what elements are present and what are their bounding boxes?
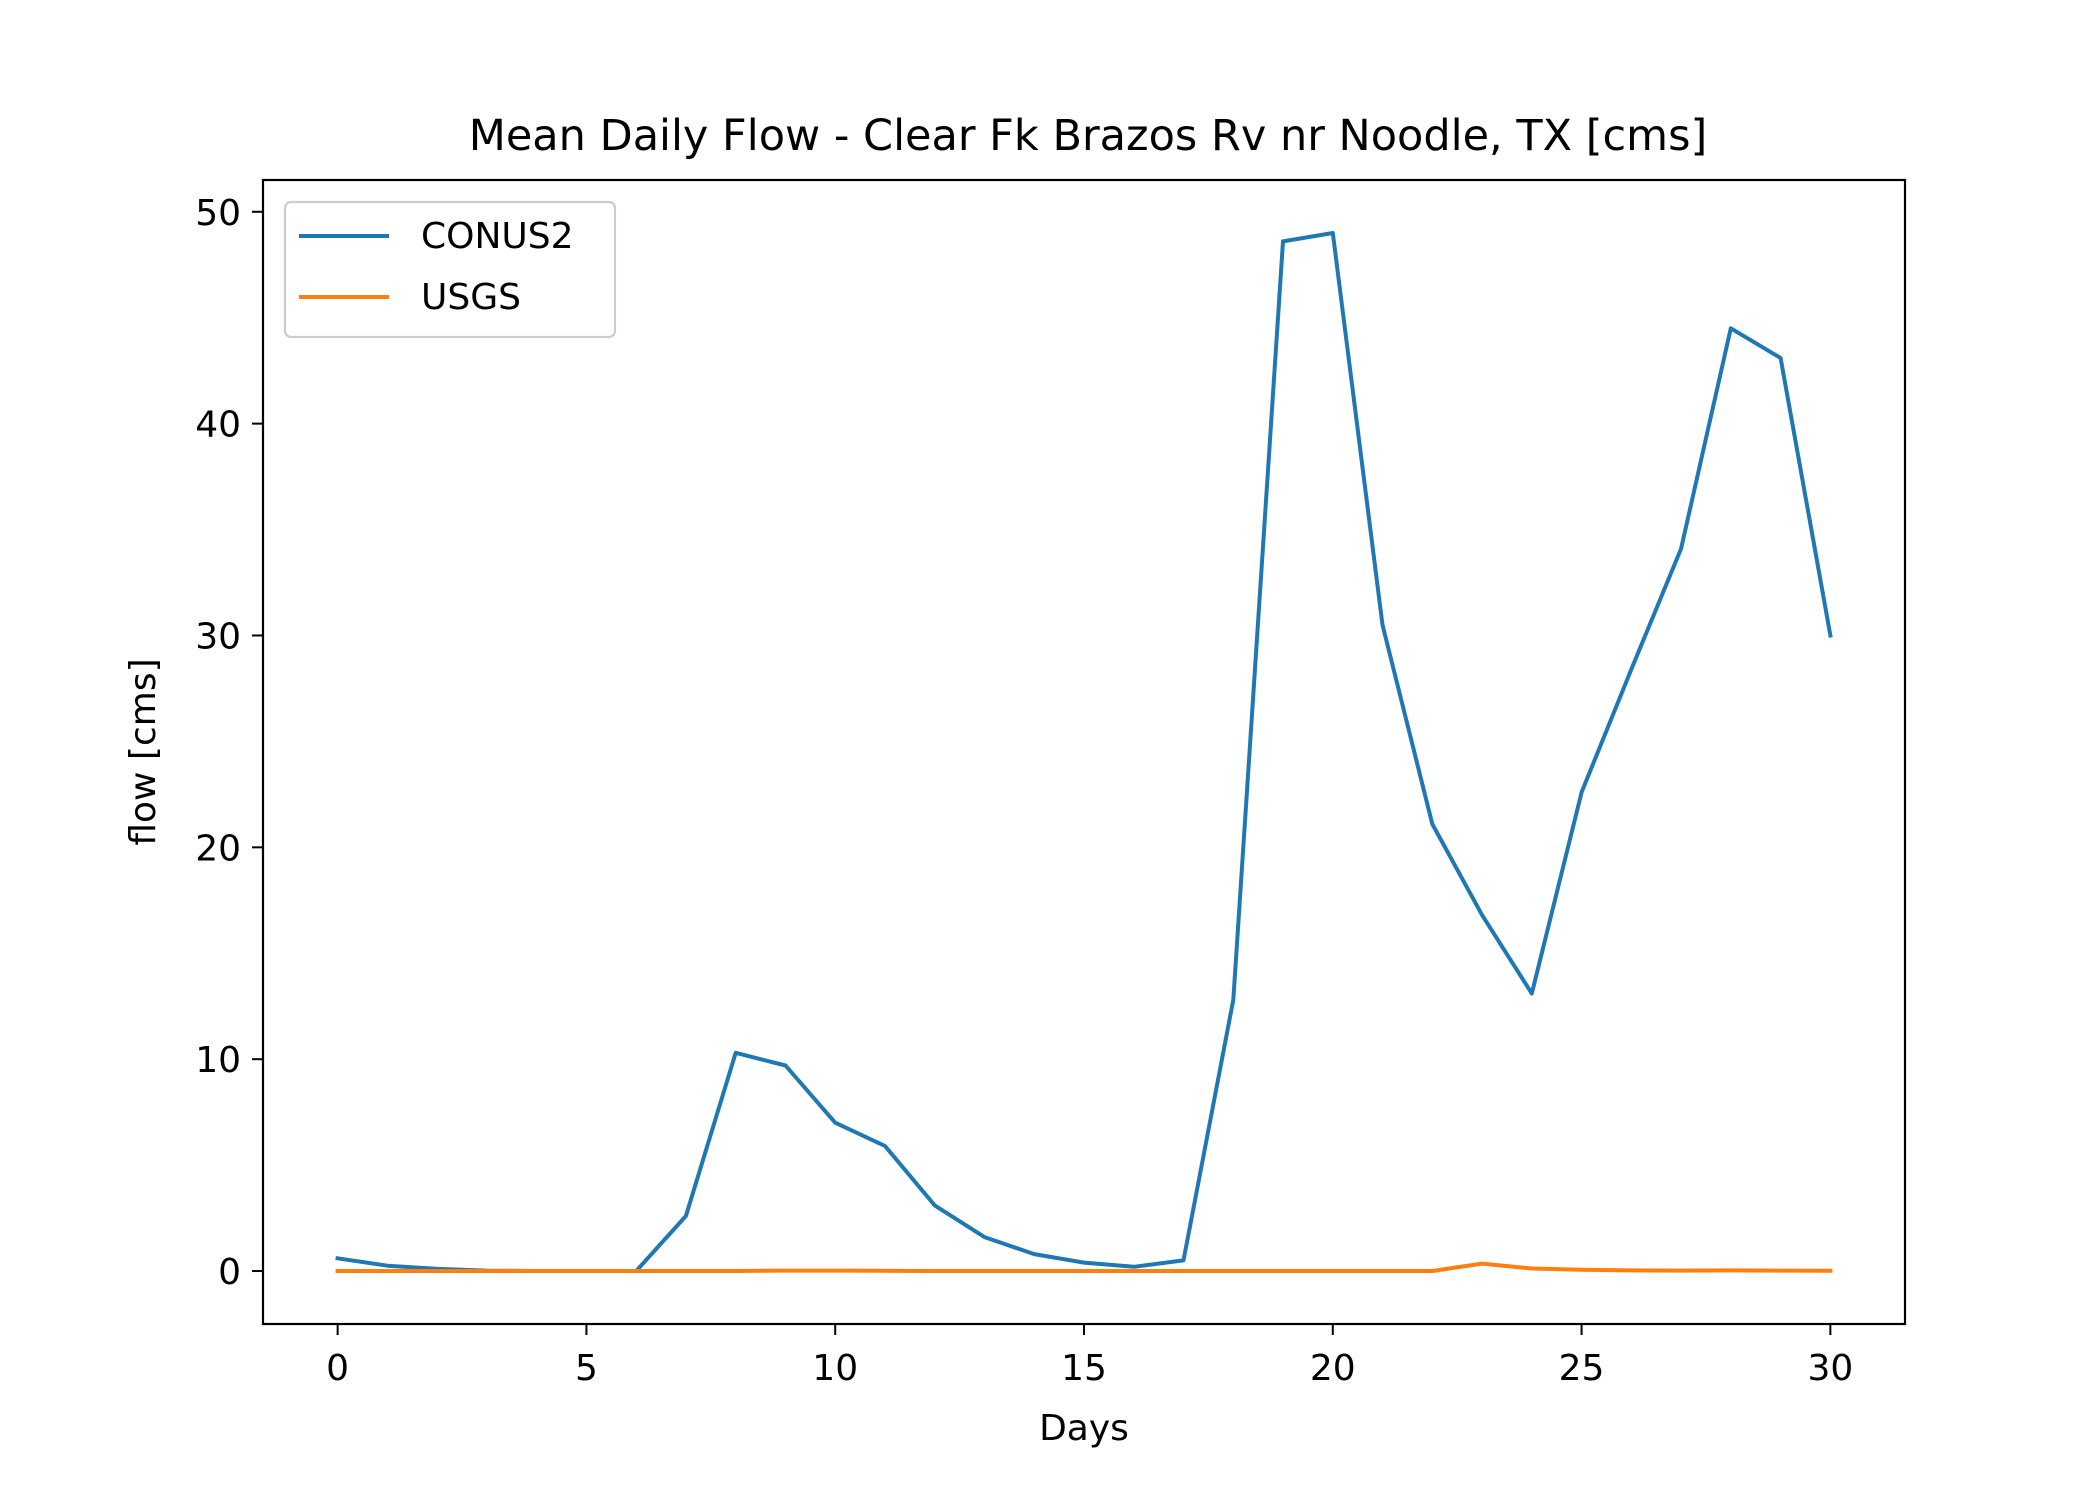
y-tick-label: 50: [195, 193, 241, 234]
plot-area-frame: [261, 178, 1907, 1326]
plot-series: [335, 231, 1833, 1273]
y-tick-label: 30: [195, 616, 241, 657]
series-line-usgs: [335, 1261, 1833, 1273]
chart-title: Mean Daily Flow - Clear Fk Brazos Rv nr …: [469, 111, 1708, 161]
legend-label-conus2: CONUS2: [421, 216, 574, 257]
x-tick-label: 5: [575, 1348, 598, 1389]
x-tick-label: 10: [812, 1348, 858, 1389]
y-tick-label: 40: [195, 405, 241, 446]
legend-label-usgs: USGS: [421, 277, 521, 318]
x-tick-label: 0: [326, 1348, 349, 1389]
y-axis-label: flow [cms]: [123, 658, 164, 845]
axis-ticks: 0 5 10 15 20 25 30 0 10 20 30 40 50: [195, 193, 1853, 1389]
x-tick-label: 30: [1807, 1348, 1853, 1389]
x-axis-label: Days: [1039, 1408, 1129, 1449]
x-tick-label: 25: [1559, 1348, 1605, 1389]
y-tick-label: 10: [195, 1040, 241, 1081]
x-tick-label: 15: [1061, 1348, 1107, 1389]
x-tick-label: 20: [1310, 1348, 1356, 1389]
y-tick-label: 20: [195, 828, 241, 869]
y-tick-label: 0: [218, 1252, 241, 1293]
legend: CONUS2 USGS: [283, 200, 617, 339]
